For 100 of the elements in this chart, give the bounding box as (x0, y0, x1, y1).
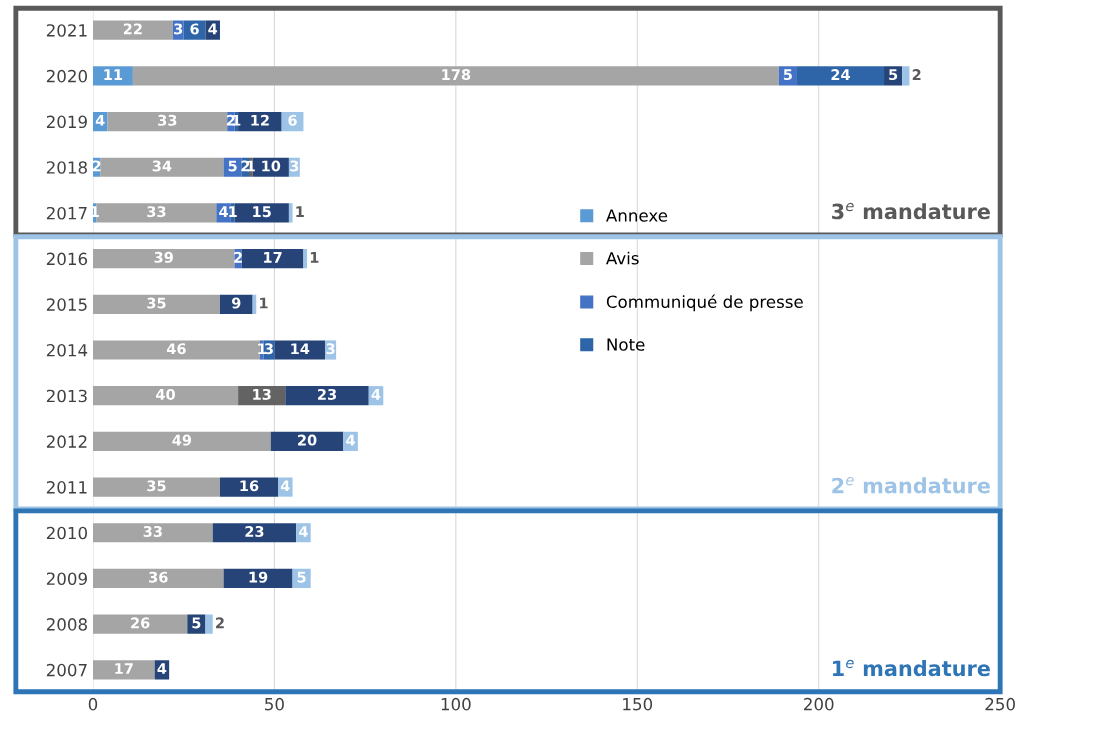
legend-label: Avis (606, 251, 639, 265)
bar (270, 431, 344, 451)
x-tick-label: 200 (804, 697, 834, 711)
bar (274, 340, 326, 360)
data-label: 6 (190, 23, 199, 35)
annotation: 2$^{e}$ mandature (832, 477, 990, 494)
data-label: 20 (298, 434, 317, 446)
data-label: 33 (147, 206, 166, 218)
bar (92, 431, 271, 451)
bar (285, 386, 369, 406)
data-label: 4 (157, 663, 167, 674)
y-tick-label: 2012 (46, 435, 87, 448)
y-tick-label: 2008 (46, 618, 87, 631)
data-label: 26 (131, 617, 150, 629)
data-label: 12 (251, 114, 269, 126)
bar (278, 477, 293, 497)
x-tick-label: 0 (88, 697, 98, 711)
data-label: 33 (143, 525, 162, 537)
annotation: 3$^{e}$ mandature (832, 202, 990, 220)
y-tick-label: 2007 (46, 663, 87, 677)
x-tick-label: 150 (623, 697, 653, 711)
bar (107, 111, 228, 132)
data-label: 178 (442, 69, 471, 81)
bar (92, 340, 260, 360)
bar (205, 614, 213, 634)
bar (92, 249, 235, 269)
data-label: 6 (288, 114, 297, 126)
bar (223, 568, 293, 589)
data-label: 9 (231, 297, 241, 309)
data-label: 16 (240, 480, 259, 492)
data-label: 15 (253, 206, 271, 218)
y-tick-label: 2020 (46, 69, 87, 83)
data-label: 10 (262, 160, 281, 172)
data-label: 3 (264, 343, 273, 355)
data-label: 49 (172, 434, 192, 446)
data-label: 1 (229, 206, 237, 217)
bar (219, 477, 279, 497)
data-label: 22 (123, 23, 142, 35)
bar (241, 249, 304, 269)
bar (902, 66, 910, 86)
data-label: 5 (228, 160, 237, 172)
data-label: 17 (264, 252, 282, 263)
data-label: 2 (241, 160, 250, 172)
bar (92, 477, 220, 497)
y-tick-label: 2015 (46, 298, 87, 311)
bar (92, 20, 173, 40)
data-label: 13 (253, 388, 271, 400)
data-label: 11 (104, 69, 123, 80)
data-label: 4 (219, 206, 228, 217)
data-label: 2 (234, 251, 242, 263)
data-label: 19 (249, 571, 268, 583)
data-label: 4 (208, 23, 218, 35)
bar (303, 249, 308, 269)
legend-label: Communiqué de presse (606, 294, 803, 312)
x-tick-label: 250 (985, 697, 1015, 711)
y-tick-label: 2016 (46, 252, 88, 266)
bar (92, 523, 213, 543)
data-label: 4 (346, 434, 356, 446)
y-tick-label: 2014 (46, 343, 88, 357)
data-label: 1 (310, 252, 319, 263)
bar (92, 614, 188, 634)
data-label: 23 (318, 388, 336, 400)
data-label: 2 (216, 617, 224, 629)
y-tick-label: 2013 (46, 389, 87, 403)
bar (100, 157, 224, 177)
data-label: 4 (95, 114, 105, 126)
data-label: 5 (889, 69, 898, 81)
data-label: 5 (297, 571, 306, 583)
data-label: 4 (280, 480, 290, 492)
data-label: 2 (92, 160, 101, 172)
data-label: 39 (154, 251, 173, 263)
bar (132, 66, 779, 86)
bar (92, 294, 220, 314)
y-tick-label: 2011 (46, 481, 87, 494)
data-label: 3 (290, 160, 299, 172)
data-label: 1 (258, 343, 266, 355)
y-tick-label: 2021 (46, 24, 87, 37)
data-label: 1 (260, 297, 268, 309)
bar (796, 66, 885, 86)
data-label: 17 (115, 663, 133, 674)
y-tick-label: 2018 (46, 161, 87, 174)
data-label: 24 (831, 69, 850, 80)
data-label: 2 (912, 69, 921, 80)
bar (92, 386, 239, 406)
x-tick-label: 100 (441, 697, 471, 711)
data-label: 3 (174, 23, 183, 35)
bar (92, 660, 155, 680)
data-label: 35 (147, 480, 166, 492)
data-label: 3 (326, 343, 335, 355)
bar (219, 294, 253, 314)
data-label: 5 (783, 69, 792, 81)
data-label: 23 (245, 525, 264, 537)
data-label: 33 (158, 114, 177, 126)
annotation: 1$^{e}$ mandature (833, 659, 990, 677)
data-label: 36 (149, 571, 168, 583)
data-label: 4 (299, 526, 308, 537)
data-label: 1 (232, 114, 241, 126)
data-label: 40 (156, 388, 175, 400)
y-tick-label: 2019 (46, 115, 87, 129)
data-label: 35 (147, 297, 166, 309)
